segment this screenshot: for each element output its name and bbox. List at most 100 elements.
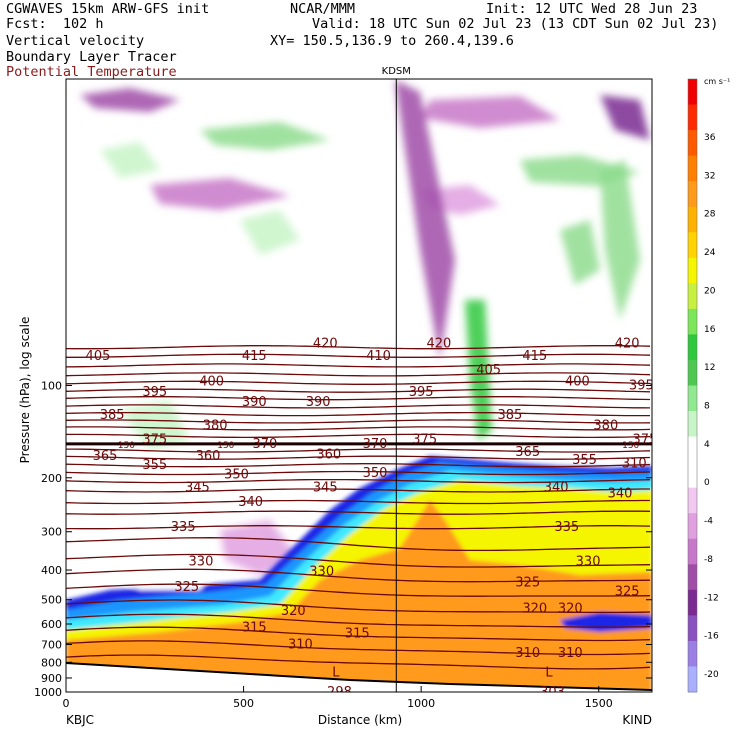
cross-section-endpoints: XY= 150.5,136.9 to 260.4,139.6: [270, 33, 514, 49]
colorbar-unit: cm s⁻¹: [704, 77, 730, 86]
colorbar-swatch: [688, 615, 697, 642]
colorbar-swatch: [688, 104, 697, 131]
theta-label: 315: [242, 620, 267, 635]
theta-label: 150: [217, 441, 234, 451]
left-endpoint-label: KBJC: [66, 713, 94, 727]
theta-label: 420: [426, 337, 451, 352]
colorbar-label: -16: [704, 632, 719, 642]
y-axis-label: Pressure (hPa), log scale: [18, 317, 32, 464]
theta-label: 340: [544, 480, 569, 495]
colorbar-swatch: [688, 538, 697, 565]
colorbar-swatch: [688, 411, 697, 438]
station-marker-label: KDSM: [382, 66, 411, 77]
x-tick-label: 500: [233, 697, 254, 710]
theta-label: 335: [554, 520, 579, 535]
theta-label: 325: [515, 576, 540, 591]
theta-contour: [66, 537, 651, 552]
theta-label: 350: [363, 466, 388, 481]
y-tick-label: 800: [41, 656, 62, 669]
theta-label: 395: [142, 385, 167, 400]
y-tick-label: 500: [41, 594, 62, 607]
theta-contour: [66, 553, 651, 568]
field-label-boundary-layer-tracer: Boundary Layer Tracer: [6, 49, 177, 65]
theta-label: 395: [409, 385, 434, 400]
theta-label: 390: [242, 395, 267, 410]
vertical-velocity-blob: [395, 80, 455, 360]
theta-contour: [66, 599, 651, 614]
vertical-velocity-blob: [80, 88, 180, 112]
colorbar-swatch: [688, 206, 697, 233]
boundary-layer-tracer-field: [66, 456, 652, 692]
theta-label: 320: [558, 602, 583, 617]
theta-label: 350: [224, 467, 249, 482]
potential-temperature-contours: [66, 345, 652, 670]
theta-label: 410: [366, 349, 391, 364]
theta-label: 400: [199, 374, 224, 389]
theta-contour: [66, 396, 651, 401]
terrain-surface: [66, 663, 652, 692]
colorbar-swatch: [688, 308, 697, 335]
theta-label: 355: [142, 458, 167, 473]
theta-label: 415: [242, 349, 267, 364]
colorbar-label: -4: [704, 517, 713, 527]
theta-label: 380: [593, 418, 618, 433]
theta-contour: [66, 488, 650, 493]
x-tick-label: 0: [63, 697, 70, 710]
theta-label: 330: [309, 565, 334, 580]
theta-contour: [66, 372, 651, 377]
theta-label: 310: [515, 646, 540, 661]
colorbar-label: -20: [704, 670, 719, 680]
colorbar-swatch: [688, 155, 697, 182]
theta-label: 320: [281, 604, 306, 619]
y-tick-label: 200: [41, 472, 62, 485]
field-label-vertical-velocity: Vertical velocity: [6, 33, 145, 49]
theta-label: 298: [327, 685, 352, 700]
theta-label: 405: [476, 363, 501, 378]
vertical-velocity-blob: [240, 210, 300, 255]
colorbar-label: 4: [704, 440, 710, 450]
theta-label: 365: [515, 445, 540, 460]
theta-contour: [66, 654, 651, 670]
terrain-line: [66, 662, 652, 691]
colorbar-label: 28: [704, 210, 716, 220]
theta-contour: [66, 411, 650, 417]
theta-label: 395: [629, 379, 654, 394]
colorbar-swatch: [688, 487, 697, 514]
colorbar-label: 12: [704, 363, 715, 373]
theta-contour: [66, 499, 650, 505]
valid-time: Valid: 18 UTC Sun 02 Jul 23 (13 CDT Sun …: [312, 16, 719, 32]
theta-label: 385: [498, 408, 523, 423]
theta-label: 370: [363, 437, 388, 452]
vertical-velocity-blob: [150, 178, 290, 210]
colorbar-label: 16: [704, 325, 716, 335]
y-tick-label: 700: [41, 639, 62, 652]
theta-label: 335: [171, 520, 196, 535]
colorbar-swatch: [688, 436, 697, 463]
model-title: CGWAVES 15km ARW-GFS init: [6, 1, 210, 17]
theta-label: 365: [93, 449, 118, 464]
plot-area: 405 415 420 410 420 415 420 395 400 390 390 395 405 4…: [66, 79, 654, 700]
axes: 0 500 1000 15001002003004005006007008009001…: [34, 380, 652, 710]
theta-contour: [66, 380, 651, 385]
theta-label: 390: [306, 395, 331, 410]
colorbar-label: 32: [704, 171, 715, 181]
theta-label: 375: [412, 432, 437, 447]
theta-label: 420: [615, 337, 640, 352]
colorbar-swatch: [688, 359, 697, 386]
theta-contour: [66, 525, 651, 530]
theta-label: 310: [558, 646, 583, 661]
theta-label: 400: [565, 374, 590, 389]
y-tick-label: 900: [41, 672, 62, 685]
colorbar: cm s⁻¹ 36 32 28 24 20 16 12 8 4 0 -4 -8 -12 -16 -20: [687, 77, 730, 693]
colorbar-swatch: [688, 130, 697, 157]
organization-label: NCAR/MMM: [290, 1, 356, 17]
theta-label: L: [545, 666, 553, 681]
theta-label: 375: [142, 432, 167, 447]
y-tick-label: 300: [41, 526, 62, 539]
contour-labels: 405 415 420 410 420 415 420 395 400 390 390 395 405 4…: [86, 337, 654, 700]
theta-label: 315: [345, 627, 370, 642]
terrain-fill: [66, 662, 652, 692]
theta-label: 340: [238, 495, 263, 510]
theta-contour: [66, 568, 651, 583]
theta-contour: [66, 626, 651, 642]
